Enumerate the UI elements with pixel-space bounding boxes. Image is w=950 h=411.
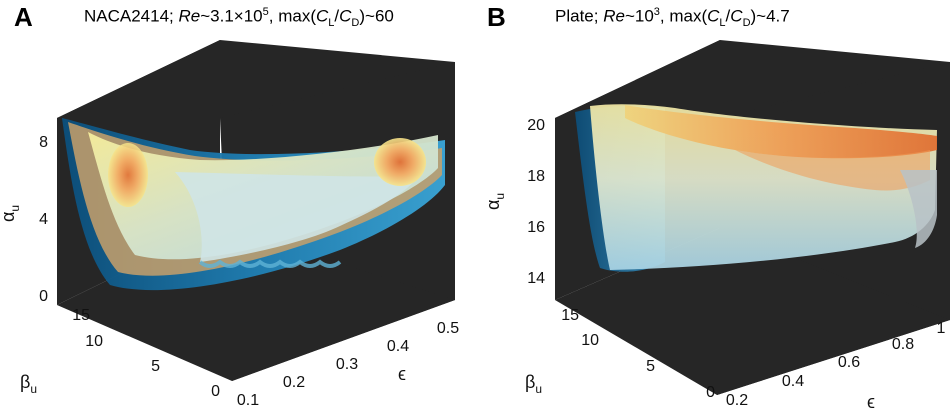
z-tick-label: 16 bbox=[527, 219, 545, 236]
z-tick-label: 4 bbox=[39, 211, 48, 228]
surface-ripple-edge bbox=[198, 259, 342, 268]
z-tick-label: 20 bbox=[527, 117, 545, 134]
surface-right-gray bbox=[900, 170, 937, 248]
y-tick-label: 0 bbox=[706, 384, 715, 401]
surface-inner-ridge bbox=[175, 172, 418, 262]
z-tick-label: 14 bbox=[527, 270, 545, 287]
panel-a-plot: 0 4 8 αu 0 5 10 15 βu 0.1 0.2 0.3 0.4 0.… bbox=[0, 40, 459, 409]
x-tick-label: 1 bbox=[937, 320, 946, 337]
panel-b-title: Plate; Re~103, max(CL/CD)~4.7 bbox=[555, 6, 790, 30]
panel-letter-a: A bbox=[14, 2, 33, 32]
hotspot-left bbox=[108, 143, 148, 207]
x-axis-label: ϵ bbox=[867, 392, 875, 411]
y-tick-label: 15 bbox=[561, 307, 579, 324]
y-tick-label: 5 bbox=[151, 358, 160, 375]
hotspot-right bbox=[374, 138, 426, 186]
panel-b-plot: 14 16 18 20 αu 0 5 10 15 βu 0.2 0.4 0.6 … bbox=[483, 40, 950, 411]
x-axis-label: ϵ bbox=[398, 364, 406, 384]
panel-b: B Plate; Re~103, max(CL/CD)~4.7 14 1 bbox=[475, 0, 950, 411]
y-tick-label: 10 bbox=[85, 333, 103, 350]
y-axis-label: βu bbox=[525, 372, 542, 396]
panel-letter-b: B bbox=[487, 2, 506, 32]
z-tick-label: 0 bbox=[39, 288, 48, 305]
x-tick-label: 0.4 bbox=[387, 338, 409, 355]
x-tick-label: 0.6 bbox=[838, 354, 860, 371]
z-axis-label: αu bbox=[0, 205, 22, 222]
z-tick-label: 18 bbox=[527, 168, 545, 185]
x-tick-label: 0.5 bbox=[437, 320, 459, 337]
surface-orange-fan bbox=[735, 150, 930, 191]
y-tick-label: 10 bbox=[581, 332, 599, 349]
x-tick-label: 0.2 bbox=[283, 374, 305, 391]
y-tick-label: 0 bbox=[211, 383, 220, 400]
y-tick-label: 5 bbox=[646, 358, 655, 375]
x-tick-label: 0.3 bbox=[336, 356, 358, 373]
x-tick-label: 0.8 bbox=[892, 336, 914, 353]
x-tick-label: 0.2 bbox=[726, 392, 748, 409]
z-axis-label: αu bbox=[483, 193, 507, 210]
x-tick-label: 0.4 bbox=[782, 373, 804, 390]
pane-floor bbox=[555, 228, 950, 395]
panel-a: A NACA2414; Re~3.1×105, max(CL/CD)~60 bbox=[0, 2, 459, 409]
panel-a-title: NACA2414; Re~3.1×105, max(CL/CD)~60 bbox=[84, 6, 394, 30]
surface-top-orange bbox=[625, 105, 937, 159]
z-tick-label: 8 bbox=[39, 134, 48, 151]
y-tick-label: 15 bbox=[72, 307, 90, 324]
x-tick-label: 0.1 bbox=[237, 392, 259, 409]
y-axis-label: βu bbox=[20, 372, 37, 396]
